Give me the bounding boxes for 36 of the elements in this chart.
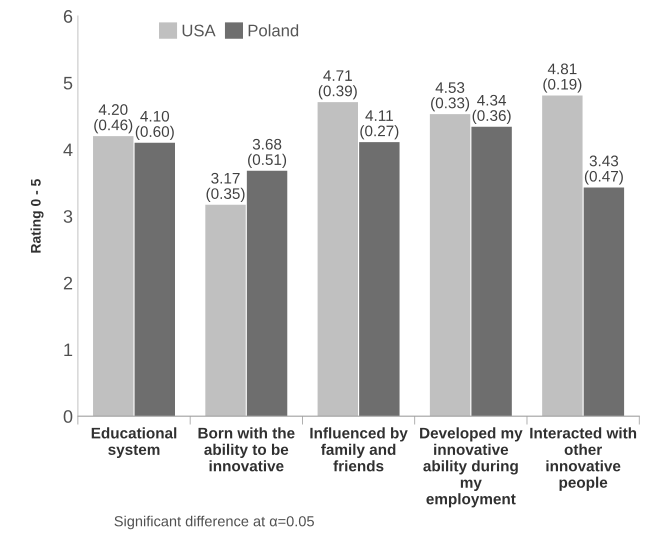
y-tick-label: 1 <box>64 344 72 356</box>
bar <box>205 204 246 416</box>
bar <box>584 187 624 416</box>
y-tick-label: 5 <box>64 76 72 90</box>
data-label: 4.10 (0.60) <box>136 110 174 140</box>
data-label: 3.68 (0.51) <box>248 138 286 168</box>
bar <box>93 136 134 416</box>
data-label: 4.53 (0.33) <box>431 82 470 112</box>
y-tick-label: 3 <box>64 210 72 223</box>
data-label: 4.20 (0.46) <box>94 104 132 134</box>
data-label: 3.43 (0.47) <box>584 156 623 185</box>
bar <box>359 142 400 416</box>
x-tick-label: Born with the ability to be innovative <box>198 427 295 472</box>
y-tick-label: 6 <box>64 10 72 23</box>
legend-label: Poland <box>248 24 298 36</box>
data-label: 4.11 (0.27) <box>360 110 398 140</box>
data-label: 4.34 (0.36) <box>472 94 511 124</box>
bar <box>134 142 175 416</box>
y-tick-label: 0 <box>64 410 72 423</box>
bar <box>430 114 470 416</box>
bar <box>318 102 358 416</box>
text: Significant difference at α=0.05 <box>114 516 314 530</box>
y-tick-label: 4 <box>63 144 72 156</box>
bar <box>246 170 288 416</box>
data-label: 4.81 (0.19) <box>543 63 582 93</box>
y-axis-title: Rating 0 - 5 <box>30 179 44 253</box>
bar <box>542 95 583 416</box>
data-label: 3.17 (0.35) <box>206 172 245 202</box>
bar <box>471 126 512 416</box>
y-tick-label: 2 <box>64 276 72 290</box>
x-tick-label: Influenced by family and friends <box>310 427 408 472</box>
x-tick-label: Interacted with other innovative people <box>530 427 636 491</box>
data-label: 4.71 (0.39) <box>318 70 357 100</box>
x-tick-label: Developed my innovative ability during my employment <box>420 427 523 508</box>
x-tick-label: Educational system <box>92 427 176 458</box>
legend-label: USA <box>182 24 216 36</box>
